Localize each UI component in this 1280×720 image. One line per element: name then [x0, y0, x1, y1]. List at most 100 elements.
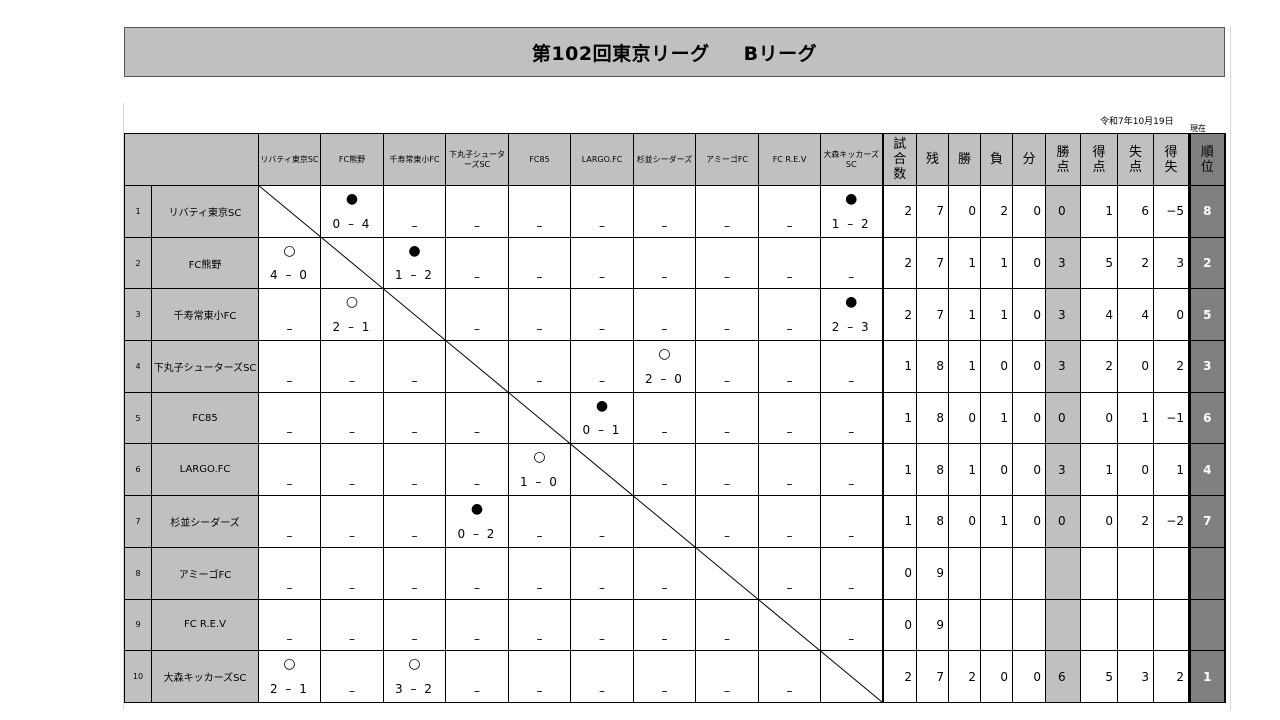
- no-match-dash: –: [474, 218, 480, 233]
- match-cell: [758, 598, 821, 652]
- match-cell: –: [508, 236, 571, 290]
- stat-losses: 0: [980, 650, 1013, 703]
- no-match-dash: –: [724, 477, 730, 492]
- row-number: 7: [124, 495, 152, 548]
- stat-losses: 1: [980, 288, 1013, 342]
- stat-header: 試合数: [881, 133, 917, 186]
- match-cell: [695, 546, 759, 600]
- stat-goals-against: 1: [1117, 391, 1154, 445]
- no-match-dash: –: [848, 632, 855, 647]
- match-score: 0 – 2: [457, 526, 497, 541]
- match-cell: –: [445, 391, 509, 445]
- no-match-dash: –: [474, 477, 480, 492]
- stat-played: 2: [881, 650, 917, 703]
- stat-wins: 0: [948, 495, 981, 548]
- match-cell: –: [383, 598, 446, 652]
- match-cell: –: [570, 236, 634, 290]
- stat-goal-diff: 0: [1153, 288, 1190, 342]
- match-cell: –: [445, 650, 509, 703]
- match-cell: –: [508, 288, 571, 342]
- table-row: 6 LARGO.FC – – – – ○ 1 – 0– – – –1 8 1 0 0 3 1 0 1 4: [124, 443, 1226, 497]
- match-score: 2 – 3: [831, 320, 871, 335]
- stat-header-label: 得失: [1164, 144, 1178, 175]
- match-score: 1 – 0: [520, 475, 559, 490]
- stat-played: 1: [881, 391, 917, 445]
- no-match-dash: –: [411, 425, 418, 440]
- match-cell: –: [820, 443, 883, 497]
- stat-draws: 0: [1012, 185, 1046, 238]
- match-cell: [820, 650, 883, 703]
- no-match-dash: –: [411, 477, 418, 492]
- stat-goals-against: 2: [1117, 495, 1154, 548]
- stat-goals-against: [1117, 546, 1154, 600]
- match-cell: –: [258, 391, 321, 445]
- sheet-edge: [123, 103, 124, 710]
- stat-remaining: 7: [916, 236, 949, 290]
- stat-rank: 8: [1188, 185, 1226, 238]
- no-match-dash: –: [474, 322, 480, 337]
- match-score: 1 – 2: [831, 216, 871, 231]
- match-cell: –: [695, 340, 759, 393]
- match-cell: –: [445, 236, 509, 290]
- stat-wins: 1: [948, 340, 981, 393]
- no-match-dash: –: [599, 322, 605, 337]
- match-cell: –: [383, 495, 446, 548]
- no-match-dash: –: [286, 528, 293, 543]
- stat-points: 3: [1045, 288, 1081, 342]
- no-match-dash: –: [411, 528, 418, 543]
- match-cell: –: [570, 340, 634, 393]
- stat-wins: [948, 598, 981, 652]
- stat-losses: 1: [980, 236, 1013, 290]
- stat-played: 2: [881, 288, 917, 342]
- stat-played: 2: [881, 236, 917, 290]
- stat-rank: 2: [1188, 236, 1226, 290]
- match-cell: ○ 1 – 0: [508, 443, 571, 497]
- match-cell: ● 1 – 2: [820, 185, 883, 238]
- table-row: 4 下丸子シューターズSC – – – – – ○ 2 – 0– – –1 8 1 0 0 3 2 0 2 3: [124, 340, 1226, 393]
- match-cell: –: [758, 495, 821, 548]
- table-row: 5 FC85– – – – ● 0 – 1– – – –1 8 0 1 0 0 0 1 −1 6: [124, 391, 1226, 445]
- table-body: 1 リバティ東京SC ● 0 – 4– – – – – – – ● 1 – 2 2 7 0 2 0 0 1 6 −5 8 2…: [124, 185, 1226, 703]
- match-cell: –: [758, 650, 821, 703]
- team-name: 下丸子シューターズSC: [151, 340, 259, 393]
- match-cell: –: [258, 598, 321, 652]
- col-header: FC R.E.V: [758, 133, 821, 186]
- no-match-dash: –: [349, 683, 355, 698]
- match-cell: –: [570, 495, 634, 548]
- stat-goal-diff: 1: [1153, 443, 1190, 497]
- win-mark-icon: ○: [658, 346, 671, 363]
- match-cell: –: [820, 598, 883, 652]
- no-match-dash: –: [848, 528, 855, 543]
- no-match-dash: –: [411, 580, 418, 595]
- stat-wins: [948, 546, 981, 600]
- no-match-dash: –: [599, 632, 605, 647]
- no-match-dash: –: [536, 632, 543, 647]
- match-cell: –: [820, 495, 883, 548]
- stat-header: 失点: [1117, 133, 1154, 186]
- col-header: アミーゴFC: [695, 133, 759, 186]
- corner-cell: [124, 133, 259, 186]
- no-match-dash: –: [474, 683, 480, 698]
- stat-draws: 0: [1012, 495, 1046, 548]
- match-cell: –: [570, 185, 634, 238]
- stat-rank: 6: [1188, 391, 1226, 445]
- match-cell: –: [695, 598, 759, 652]
- no-match-dash: –: [536, 528, 543, 543]
- no-match-dash: –: [599, 270, 605, 285]
- match-cell: –: [633, 650, 696, 703]
- match-cell: –: [695, 391, 759, 445]
- match-score: 2 – 1: [332, 320, 372, 335]
- stat-draws: 0: [1012, 650, 1046, 703]
- no-match-dash: –: [286, 580, 293, 595]
- stat-goals-against: 2: [1117, 236, 1154, 290]
- match-cell: ○ 4 – 0: [258, 236, 321, 290]
- stat-goals-against: 4: [1117, 288, 1154, 342]
- team-name: FC85: [151, 391, 259, 445]
- match-cell: ● 1 – 2: [383, 236, 446, 290]
- stat-goals-for: [1080, 598, 1118, 652]
- row-number: 10: [124, 650, 152, 703]
- match-cell: –: [695, 443, 759, 497]
- stat-rank: 5: [1188, 288, 1226, 342]
- stat-remaining: 7: [916, 185, 949, 238]
- stat-draws: [1012, 546, 1046, 600]
